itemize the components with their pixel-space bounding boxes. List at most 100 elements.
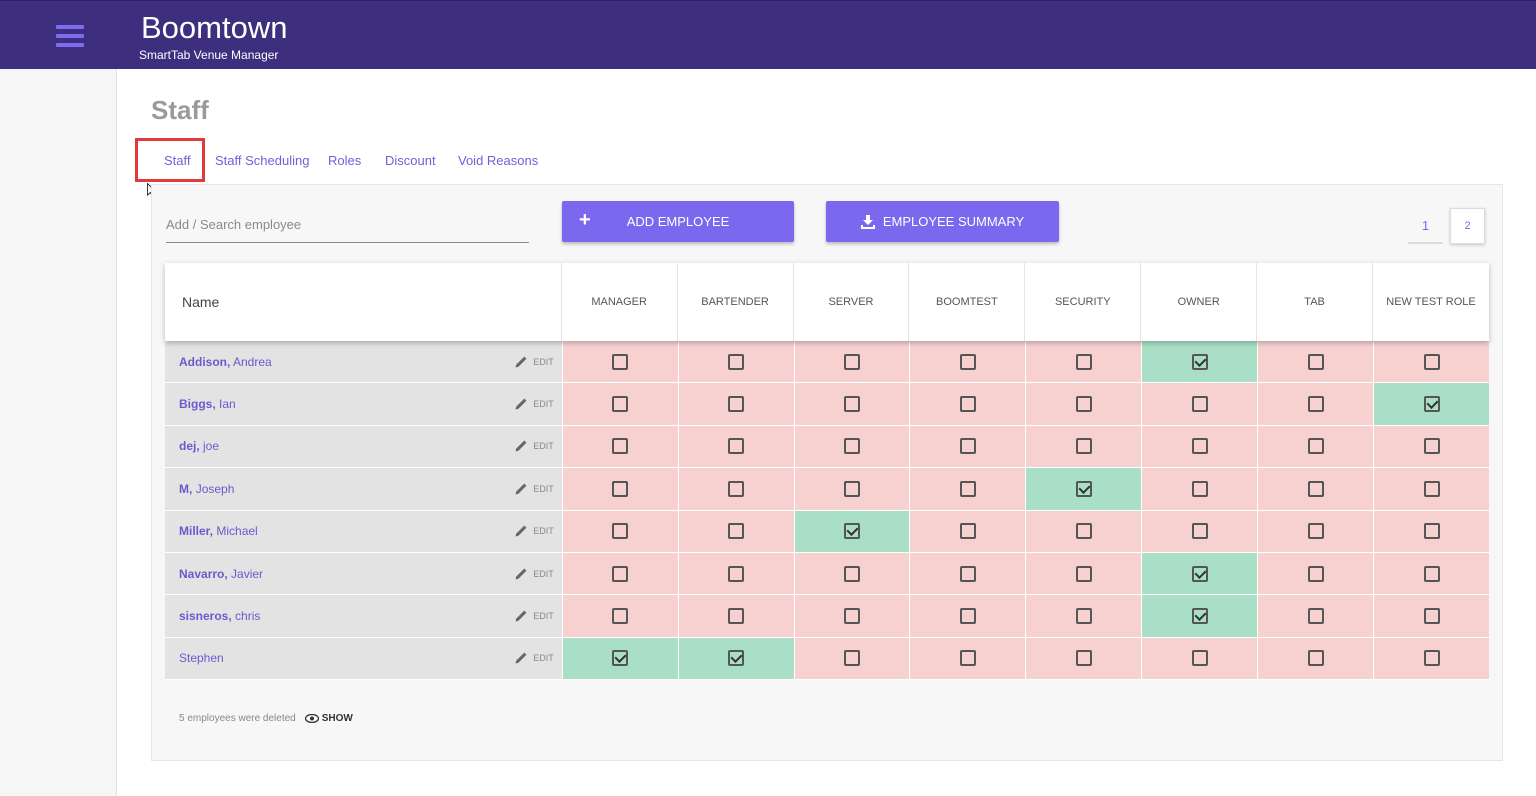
role-checkbox-manager[interactable] bbox=[612, 396, 629, 413]
role-checkbox-new-test-role[interactable] bbox=[1423, 353, 1440, 370]
role-checkbox-manager[interactable] bbox=[612, 438, 629, 455]
employee-name-link[interactable]: Addison, Andrea bbox=[179, 355, 272, 369]
table-row: sisneros, chris EDIT bbox=[165, 595, 1489, 638]
employee-search-input[interactable] bbox=[166, 210, 529, 238]
role-checkbox-owner[interactable] bbox=[1191, 523, 1208, 540]
role-checkbox-tab[interactable] bbox=[1307, 438, 1324, 455]
role-cell-owner bbox=[1141, 595, 1258, 637]
role-checkbox-bartender[interactable] bbox=[728, 396, 745, 413]
role-checkbox-manager[interactable] bbox=[612, 650, 629, 667]
role-checkbox-tab[interactable] bbox=[1307, 523, 1324, 540]
role-checkbox-manager[interactable] bbox=[612, 480, 629, 497]
role-checkbox-server[interactable] bbox=[843, 608, 860, 625]
role-checkbox-new-test-role[interactable] bbox=[1423, 650, 1440, 667]
page-1-button[interactable]: 1 bbox=[1408, 208, 1443, 244]
tab-void-reasons[interactable]: Void Reasons bbox=[458, 153, 539, 168]
role-checkbox-boomtest[interactable] bbox=[959, 353, 976, 370]
edit-employee-button[interactable]: EDIT bbox=[515, 426, 554, 467]
role-checkbox-owner[interactable] bbox=[1191, 565, 1208, 582]
tab-roles[interactable]: Roles bbox=[328, 153, 362, 168]
role-checkbox-tab[interactable] bbox=[1307, 353, 1324, 370]
employee-name-link[interactable]: Navarro, Javier bbox=[179, 567, 263, 581]
role-checkbox-new-test-role[interactable] bbox=[1423, 565, 1440, 582]
role-checkbox-bartender[interactable] bbox=[728, 438, 745, 455]
edit-employee-button[interactable]: EDIT bbox=[515, 595, 554, 636]
role-checkbox-bartender[interactable] bbox=[728, 353, 745, 370]
role-checkbox-security[interactable] bbox=[1075, 353, 1092, 370]
role-checkbox-manager[interactable] bbox=[612, 608, 629, 625]
role-checkbox-owner[interactable] bbox=[1191, 396, 1208, 413]
table-body: Addison, Andrea EDIT Biggs, Ian EDIT dej, jo… bbox=[165, 341, 1489, 681]
role-checkbox-owner[interactable] bbox=[1191, 608, 1208, 625]
role-checkbox-boomtest[interactable] bbox=[959, 565, 976, 582]
tab-staff-scheduling[interactable]: Staff Scheduling bbox=[215, 153, 310, 168]
edit-employee-button[interactable]: EDIT bbox=[515, 341, 554, 382]
role-checkbox-owner[interactable] bbox=[1191, 650, 1208, 667]
role-checkbox-security[interactable] bbox=[1075, 608, 1092, 625]
edit-employee-button[interactable]: EDIT bbox=[515, 511, 554, 552]
employee-name-link[interactable]: sisneros, chris bbox=[179, 609, 260, 623]
employee-name-link[interactable]: Miller, Michael bbox=[179, 524, 258, 538]
tab-discount[interactable]: Discount bbox=[385, 153, 436, 168]
role-checkbox-bartender[interactable] bbox=[728, 523, 745, 540]
menu-icon[interactable] bbox=[56, 25, 84, 47]
role-checkbox-security[interactable] bbox=[1075, 650, 1092, 667]
role-checkbox-manager[interactable] bbox=[612, 353, 629, 370]
role-checkbox-boomtest[interactable] bbox=[959, 438, 976, 455]
role-checkbox-new-test-role[interactable] bbox=[1423, 396, 1440, 413]
role-checkbox-server[interactable] bbox=[843, 650, 860, 667]
role-checkbox-owner[interactable] bbox=[1191, 353, 1208, 370]
employee-name-link[interactable]: Biggs, Ian bbox=[179, 397, 236, 411]
role-checkbox-server[interactable] bbox=[843, 438, 860, 455]
role-checkbox-new-test-role[interactable] bbox=[1423, 480, 1440, 497]
role-checkbox-boomtest[interactable] bbox=[959, 650, 976, 667]
role-checkbox-tab[interactable] bbox=[1307, 650, 1324, 667]
role-checkbox-boomtest[interactable] bbox=[959, 523, 976, 540]
role-checkbox-server[interactable] bbox=[843, 353, 860, 370]
role-checkbox-tab[interactable] bbox=[1307, 565, 1324, 582]
role-checkbox-new-test-role[interactable] bbox=[1423, 438, 1440, 455]
role-checkbox-boomtest[interactable] bbox=[959, 396, 976, 413]
role-checkbox-bartender[interactable] bbox=[728, 650, 745, 667]
role-checkbox-bartender[interactable] bbox=[728, 608, 745, 625]
role-checkbox-server[interactable] bbox=[843, 523, 860, 540]
edit-employee-button[interactable]: EDIT bbox=[515, 383, 554, 424]
edit-employee-button[interactable]: EDIT bbox=[515, 638, 554, 679]
employee-name-link[interactable]: Stephen bbox=[179, 651, 224, 665]
role-checkbox-boomtest[interactable] bbox=[959, 480, 976, 497]
add-employee-button[interactable]: + ADD EMPLOYEE bbox=[562, 201, 794, 242]
role-checkbox-server[interactable] bbox=[843, 480, 860, 497]
active-tab-highlight bbox=[135, 138, 205, 182]
role-checkbox-new-test-role[interactable] bbox=[1423, 523, 1440, 540]
role-checkbox-tab[interactable] bbox=[1307, 396, 1324, 413]
role-checkbox-security[interactable] bbox=[1075, 565, 1092, 582]
employee-name-cell: Miller, Michael EDIT bbox=[165, 510, 562, 552]
edit-employee-button[interactable]: EDIT bbox=[515, 468, 554, 509]
role-checkbox-security[interactable] bbox=[1075, 438, 1092, 455]
role-checkbox-server[interactable] bbox=[843, 396, 860, 413]
table-row: Stephen EDIT bbox=[165, 637, 1489, 681]
employee-summary-button[interactable]: EMPLOYEE SUMMARY bbox=[826, 201, 1059, 242]
show-deleted-button[interactable]: SHOW bbox=[304, 713, 353, 724]
role-checkbox-tab[interactable] bbox=[1307, 480, 1324, 497]
role-checkbox-new-test-role[interactable] bbox=[1423, 608, 1440, 625]
role-checkbox-security[interactable] bbox=[1075, 523, 1092, 540]
role-checkbox-manager[interactable] bbox=[612, 523, 629, 540]
role-checkbox-tab[interactable] bbox=[1307, 608, 1324, 625]
edit-employee-button[interactable]: EDIT bbox=[515, 553, 554, 594]
employee-name-link[interactable]: M, Joseph bbox=[179, 482, 234, 496]
role-checkbox-bartender[interactable] bbox=[728, 480, 745, 497]
role-checkbox-owner[interactable] bbox=[1191, 438, 1208, 455]
page-2-button[interactable]: 2 bbox=[1450, 208, 1485, 244]
role-checkbox-server[interactable] bbox=[843, 565, 860, 582]
role-checkbox-boomtest[interactable] bbox=[959, 608, 976, 625]
employee-name-cell: Biggs, Ian EDIT bbox=[165, 383, 562, 425]
role-checkbox-security[interactable] bbox=[1075, 396, 1092, 413]
employee-name-link[interactable]: dej, joe bbox=[179, 439, 219, 453]
tab-staff[interactable]: Staff bbox=[164, 153, 191, 168]
role-checkbox-bartender[interactable] bbox=[728, 565, 745, 582]
role-checkbox-owner[interactable] bbox=[1191, 480, 1208, 497]
role-checkbox-manager[interactable] bbox=[612, 565, 629, 582]
employee-last-name: Navarro, bbox=[179, 566, 228, 581]
role-checkbox-security[interactable] bbox=[1075, 480, 1092, 497]
